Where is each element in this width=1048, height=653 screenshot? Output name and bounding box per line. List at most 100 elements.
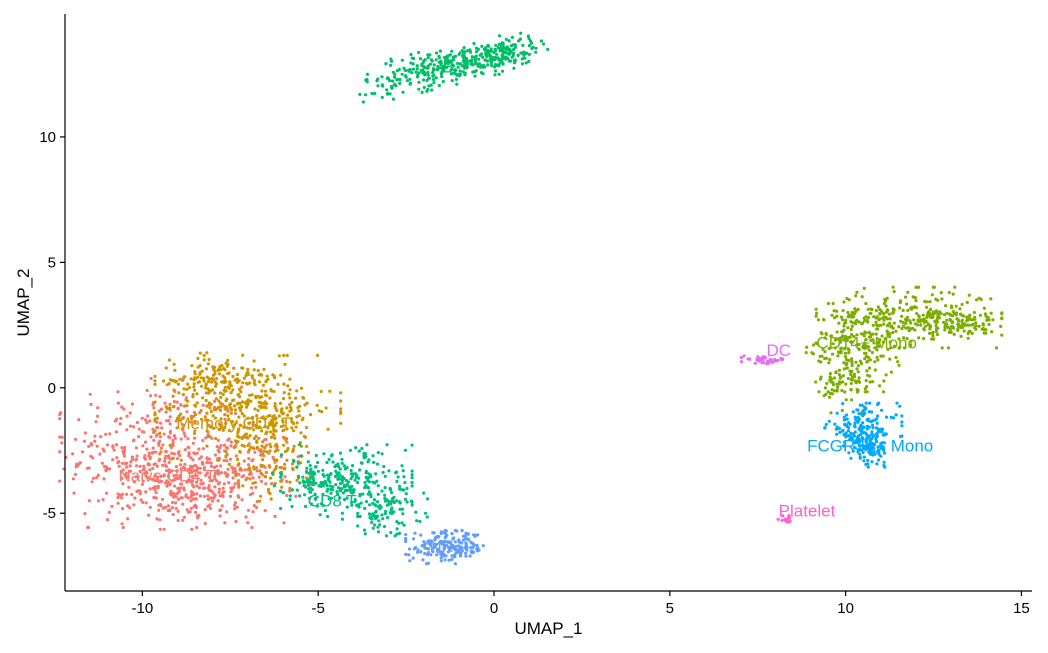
data-point	[888, 335, 892, 339]
y-tick-label: 5	[48, 254, 56, 271]
data-point	[452, 58, 456, 62]
data-point	[203, 508, 207, 512]
data-point	[256, 408, 260, 412]
data-point	[889, 325, 893, 329]
data-point	[196, 514, 200, 518]
data-point	[340, 475, 344, 479]
data-point	[844, 382, 848, 386]
data-point	[855, 333, 859, 337]
data-point	[268, 396, 272, 400]
data-point	[134, 457, 138, 462]
data-point	[356, 524, 360, 528]
data-point	[238, 449, 242, 453]
data-point	[402, 523, 406, 527]
data-point	[866, 315, 871, 320]
data-point	[877, 401, 881, 405]
data-point	[194, 480, 199, 484]
data-point	[508, 59, 512, 63]
data-point	[864, 401, 868, 405]
data-point	[156, 476, 160, 480]
data-point	[856, 408, 860, 412]
data-point	[273, 402, 277, 406]
y-axis-title: UMAP_2	[14, 268, 33, 336]
data-point	[198, 466, 202, 470]
data-point	[233, 408, 237, 412]
data-point	[844, 318, 848, 322]
data-point	[252, 381, 256, 385]
data-point	[224, 380, 228, 384]
data-point	[339, 407, 343, 411]
data-point	[489, 61, 494, 65]
data-point	[203, 521, 207, 526]
data-point	[912, 318, 916, 322]
data-point	[335, 473, 339, 478]
data-point	[141, 444, 145, 448]
data-point	[367, 480, 372, 484]
data-point	[847, 451, 851, 455]
data-point	[295, 465, 299, 469]
data-point	[456, 61, 460, 66]
data-point	[204, 398, 208, 403]
data-point	[118, 493, 122, 497]
data-point	[464, 531, 468, 535]
data-point	[121, 449, 125, 453]
data-point	[376, 500, 380, 504]
data-point	[180, 416, 185, 421]
data-point	[285, 479, 289, 483]
data-point	[436, 547, 440, 552]
data-point	[119, 416, 123, 420]
data-point	[285, 353, 289, 357]
data-point	[421, 558, 425, 562]
data-point	[877, 449, 881, 453]
cluster-label: CD8 T	[308, 492, 357, 511]
data-point	[190, 474, 194, 479]
data-point	[462, 55, 467, 59]
data-point	[195, 525, 199, 530]
data-point	[251, 476, 255, 480]
data-point	[853, 307, 857, 311]
data-point	[184, 494, 188, 499]
data-point	[376, 451, 380, 455]
data-point	[250, 416, 254, 420]
data-point	[148, 419, 152, 423]
data-point	[130, 455, 134, 459]
data-point	[936, 298, 940, 302]
data-point	[979, 297, 983, 301]
data-point	[869, 307, 873, 311]
data-point	[414, 510, 418, 514]
data-point	[415, 64, 419, 68]
data-point	[916, 318, 920, 323]
data-point	[448, 548, 452, 552]
data-point	[875, 434, 879, 438]
data-point	[208, 461, 212, 465]
data-point	[469, 540, 473, 544]
data-point	[193, 370, 197, 374]
data-point	[279, 475, 283, 479]
data-point	[437, 83, 441, 88]
data-point	[883, 451, 887, 455]
data-point	[116, 501, 120, 505]
data-point	[870, 449, 874, 453]
data-point	[838, 430, 842, 434]
data-point	[142, 467, 146, 471]
data-point	[835, 382, 839, 386]
data-point	[280, 485, 284, 489]
data-point	[837, 373, 842, 377]
data-point	[876, 445, 880, 449]
data-point	[449, 72, 453, 76]
data-point	[842, 300, 846, 304]
data-point	[128, 469, 133, 473]
data-point	[102, 449, 106, 453]
data-point	[841, 380, 845, 384]
data-point	[245, 426, 249, 430]
data-point	[427, 541, 431, 545]
data-point	[200, 369, 204, 373]
data-point	[338, 482, 343, 486]
data-point	[202, 358, 206, 362]
data-point	[189, 470, 193, 474]
data-point	[865, 369, 869, 373]
data-point	[145, 388, 149, 393]
data-point	[99, 435, 103, 439]
data-point	[206, 433, 210, 437]
data-point	[400, 521, 404, 525]
